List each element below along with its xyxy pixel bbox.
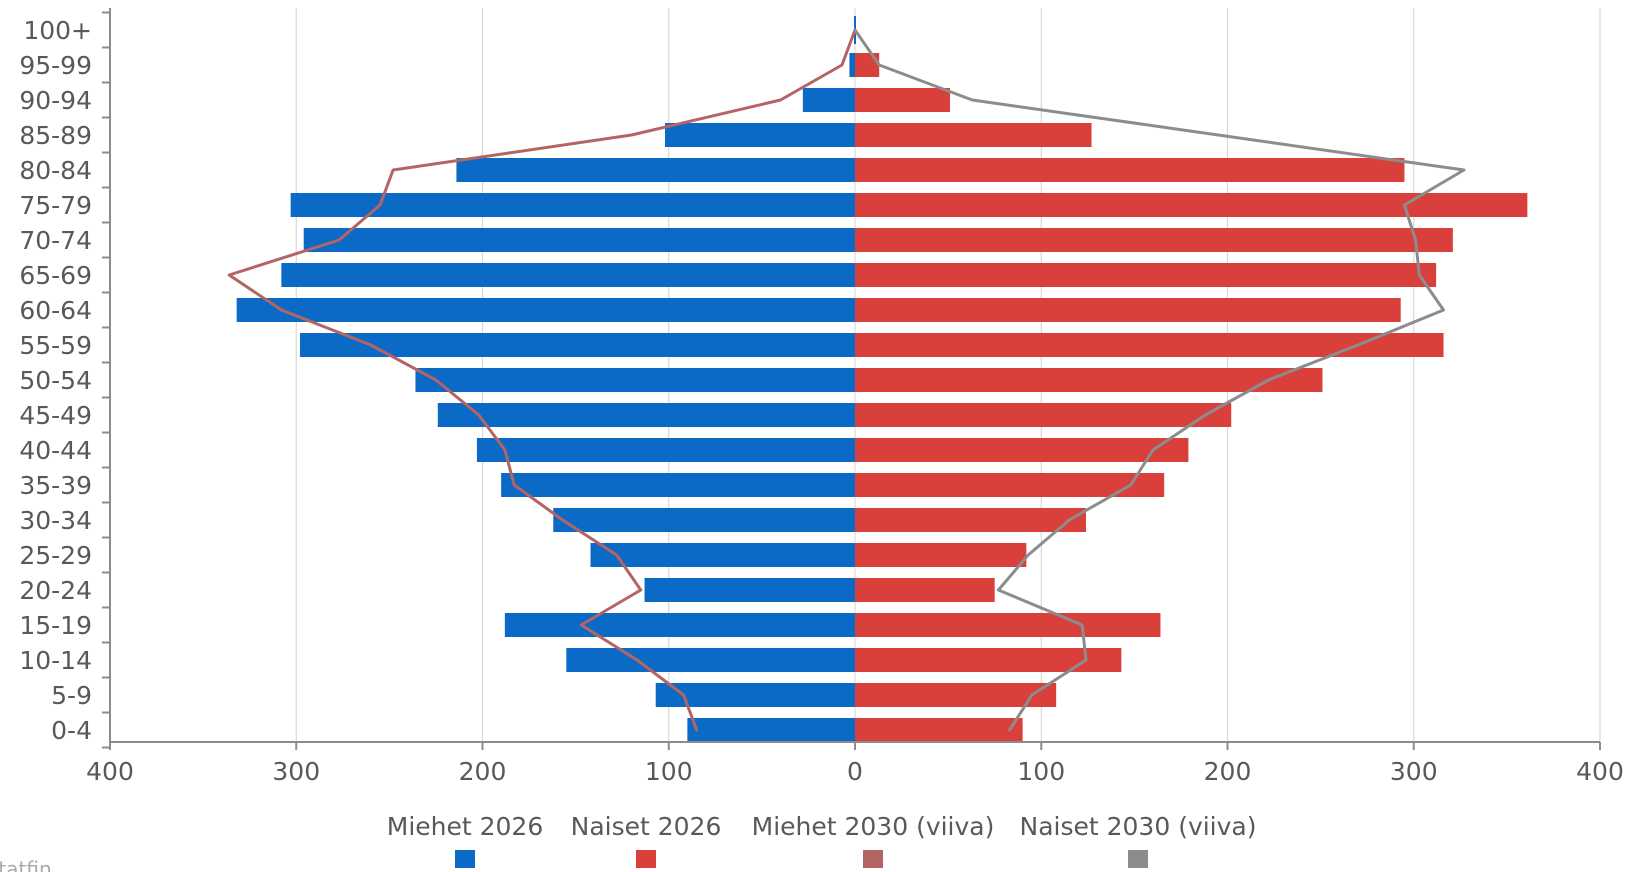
- bar-women-2026-60-64: [855, 298, 1401, 322]
- axis-layer: [102, 8, 1601, 750]
- bar-men-2026-80-84: [456, 158, 855, 182]
- bar-men-2026-30-34: [553, 508, 855, 532]
- bar-women-2026-80-84: [855, 158, 1405, 182]
- bar-women-2026-90-94: [855, 88, 950, 112]
- y-tick-label-75-79: 75-79: [19, 191, 92, 220]
- bar-women-2026-0-4: [855, 718, 1023, 742]
- x-tick-label-7: 300: [1390, 757, 1438, 786]
- x-tick-label-8: 400: [1576, 757, 1624, 786]
- bar-women-2026-25-29: [855, 543, 1027, 567]
- bar-women-2026-15-19: [855, 613, 1161, 637]
- bar-men-2026-85-89: [665, 123, 855, 147]
- y-tick-label-30-34: 30-34: [19, 506, 92, 535]
- bar-women-2026-70-74: [855, 228, 1453, 252]
- bar-men-2026-55-59: [299, 333, 856, 357]
- bar-men-2026-15-19: [504, 613, 855, 637]
- bar-men-2026-40-44: [476, 438, 855, 462]
- y-tick-label-80-84: 80-84: [19, 156, 92, 185]
- line-layer: [227, 28, 1466, 732]
- y-tick-label-55-59: 55-59: [19, 331, 92, 360]
- line-women-2030: [853, 28, 1466, 732]
- bar-men-2026-65-69: [281, 263, 856, 287]
- bar-men-2026-50-54: [415, 368, 855, 392]
- y-tick-label-20-24: 20-24: [19, 576, 92, 605]
- y-tick-label-70-74: 70-74: [19, 226, 92, 255]
- y-tick-label-45-49: 45-49: [19, 401, 92, 430]
- bar-women-2026-95-99: [855, 53, 880, 77]
- bar-women-2026-35-39: [855, 473, 1165, 497]
- bar-women-2026-5-9: [855, 683, 1057, 707]
- x-tick-label-3: 100: [645, 757, 693, 786]
- bar-layer: [236, 16, 1528, 742]
- bar-men-2026-90-94: [802, 88, 855, 112]
- bar-women-2026-20-24: [855, 578, 995, 602]
- bar-women-2026-75-79: [855, 193, 1528, 217]
- y-tick-label-90-94: 90-94: [19, 86, 92, 115]
- y-tick-label-65-69: 65-69: [19, 261, 92, 290]
- bar-women-2026-65-69: [855, 263, 1437, 287]
- bar-men-2026-20-24: [644, 578, 855, 602]
- legend-swatch-2: [863, 850, 883, 868]
- x-tick-label-2: 200: [459, 757, 507, 786]
- legend-label-0: Miehet 2026: [387, 812, 544, 841]
- bar-women-2026-85-89: [855, 123, 1092, 147]
- bar-women-2026-45-49: [855, 403, 1232, 427]
- bar-women-2026-50-54: [855, 368, 1323, 392]
- y-tick-label-5-9: 5-9: [51, 681, 92, 710]
- y-tick-label-85-89: 85-89: [19, 121, 92, 150]
- bar-men-2026-0-4: [687, 718, 855, 742]
- y-tick-label-50-54: 50-54: [19, 366, 92, 395]
- x-tick-label-5: 100: [1017, 757, 1065, 786]
- legend-swatch-1: [636, 850, 656, 868]
- bar-women-2026-10-14: [855, 648, 1122, 672]
- bar-men-2026-35-39: [501, 473, 855, 497]
- label-layer: 100+ 95-99 90-94 85-89 80-84 75-79 70-74 65-69 6…: [19, 16, 1624, 786]
- y-tick-label-100+: 100+: [23, 16, 92, 45]
- bar-men-2026-5-9: [655, 683, 855, 707]
- y-tick-label-15-19: 15-19: [19, 611, 92, 640]
- bar-men-2026-60-64: [236, 298, 855, 322]
- bar-men-2026-45-49: [437, 403, 855, 427]
- legend: Miehet 2026 Naiset 2026 Miehet 2030 (viiva…: [387, 812, 1257, 868]
- bar-men-2026-75-79: [290, 193, 856, 217]
- y-tick-label-40-44: 40-44: [19, 436, 92, 465]
- bar-women-2026-30-34: [855, 508, 1086, 532]
- x-tick-label-6: 200: [1204, 757, 1252, 786]
- bar-men-2026-10-14: [566, 648, 855, 672]
- x-tick-label-4: 0: [847, 757, 863, 786]
- line-men-2030: [227, 28, 857, 732]
- y-tick-label-95-99: 95-99: [19, 51, 92, 80]
- x-tick-label-1: 300: [272, 757, 320, 786]
- y-tick-label-60-64: 60-64: [19, 296, 92, 325]
- legend-label-3: Naiset 2030 (viiva): [1020, 812, 1257, 841]
- x-tick-label-0: 400: [86, 757, 134, 786]
- legend-label-2: Miehet 2030 (viiva): [752, 812, 995, 841]
- bar-women-2026-55-59: [855, 333, 1444, 357]
- bar-men-2026-70-74: [303, 228, 855, 252]
- y-tick-label-25-29: 25-29: [19, 541, 92, 570]
- y-tick-label-35-39: 35-39: [19, 471, 92, 500]
- bar-men-2026-25-29: [590, 543, 855, 567]
- legend-swatch-3: [1128, 850, 1148, 868]
- y-tick-label-10-14: 10-14: [19, 646, 92, 675]
- bar-women-2026-40-44: [855, 438, 1189, 462]
- legend-label-1: Naiset 2026: [571, 812, 722, 841]
- source-text: statfin: [0, 857, 52, 872]
- legend-swatch-0: [455, 850, 475, 868]
- y-tick-label-0-4: 0-4: [51, 716, 92, 745]
- bar-men-2026-95-99: [849, 53, 855, 77]
